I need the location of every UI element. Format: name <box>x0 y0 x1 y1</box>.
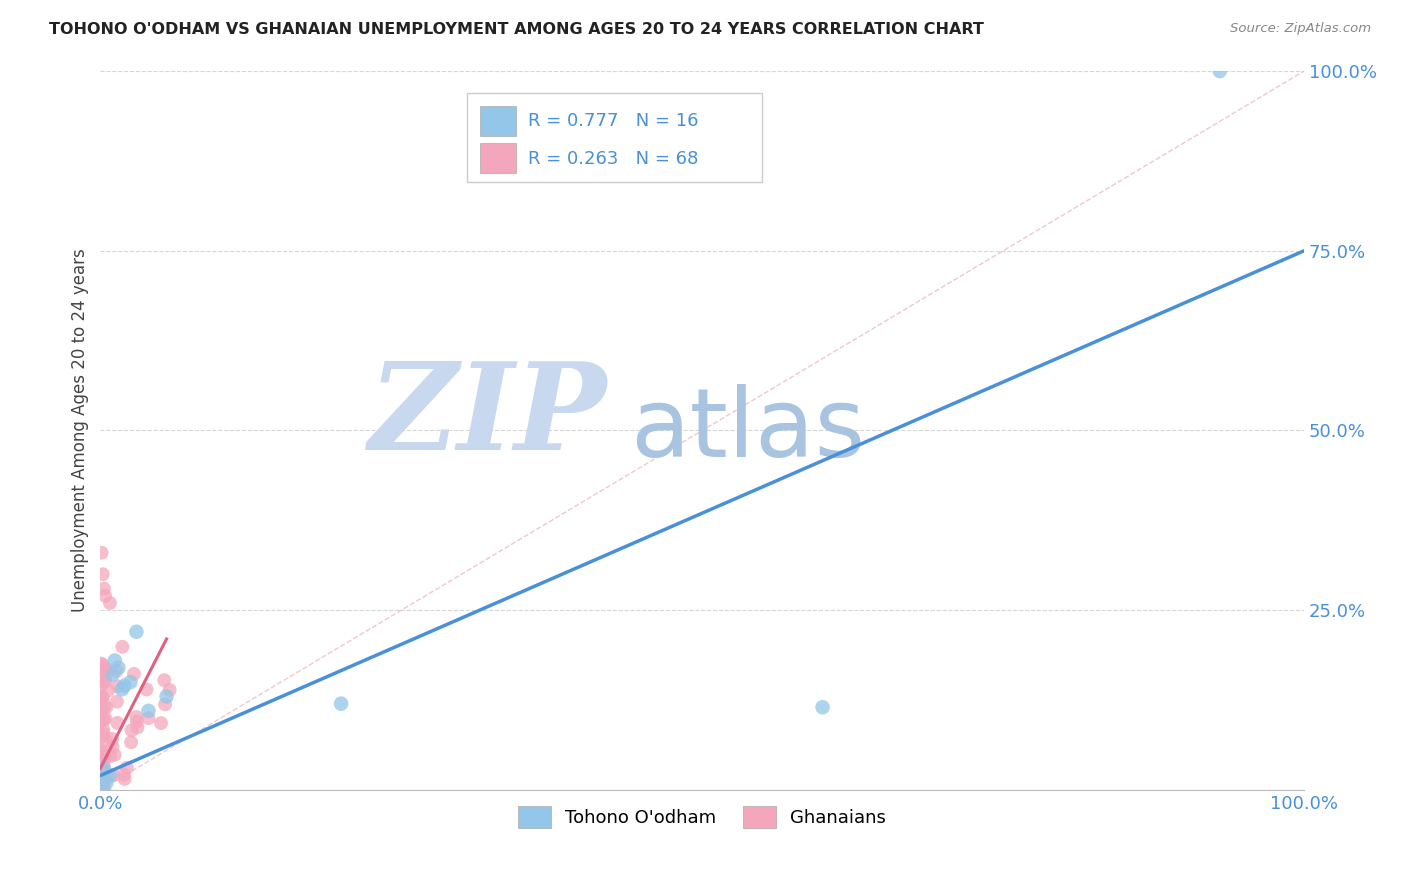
Point <box>90 546 112 560</box>
Legend: Tohono O'odham, Ghanaians: Tohono O'odham, Ghanaians <box>510 798 893 835</box>
Point <box>90 743 112 757</box>
Point <box>93 761 115 775</box>
Point <box>153 698 176 712</box>
Point <box>105 695 128 709</box>
Point <box>104 747 127 762</box>
Point <box>90 665 112 679</box>
Point <box>101 768 124 782</box>
Point <box>112 767 135 781</box>
Point <box>94 674 117 689</box>
Point <box>94 663 117 677</box>
Point <box>96 775 118 789</box>
Point <box>811 700 834 714</box>
Point <box>114 772 136 786</box>
Point <box>135 682 157 697</box>
Text: R = 0.777   N = 16: R = 0.777 N = 16 <box>527 112 699 129</box>
Point <box>96 768 118 782</box>
Point <box>91 666 114 681</box>
Text: Source: ZipAtlas.com: Source: ZipAtlas.com <box>1230 22 1371 36</box>
Point <box>112 679 135 693</box>
Text: atlas: atlas <box>630 384 865 477</box>
Point <box>94 673 117 687</box>
Point <box>107 661 129 675</box>
Point <box>122 667 145 681</box>
Point <box>115 761 138 775</box>
Point <box>97 683 120 698</box>
Point <box>93 782 115 797</box>
Point <box>94 772 117 787</box>
Y-axis label: Unemployment Among Ages 20 to 24 years: Unemployment Among Ages 20 to 24 years <box>72 249 89 613</box>
Point <box>91 691 114 706</box>
Point <box>90 714 112 729</box>
FancyBboxPatch shape <box>467 93 762 183</box>
Point <box>93 699 115 714</box>
Point <box>1209 64 1232 78</box>
Point <box>93 756 115 771</box>
Point <box>98 768 121 782</box>
Point <box>91 690 114 705</box>
Point <box>89 679 111 693</box>
Point <box>94 661 117 675</box>
Point <box>93 727 115 741</box>
Point <box>138 711 160 725</box>
FancyBboxPatch shape <box>479 105 516 136</box>
Text: R = 0.263   N = 68: R = 0.263 N = 68 <box>527 150 697 168</box>
Point <box>120 675 142 690</box>
Point <box>93 582 115 596</box>
Point <box>138 704 160 718</box>
Point <box>121 723 143 738</box>
Point <box>107 679 129 693</box>
Point <box>155 690 177 704</box>
Point <box>91 567 114 582</box>
Point <box>94 589 117 603</box>
Point <box>96 734 118 748</box>
Point <box>96 665 118 679</box>
Point <box>159 682 181 697</box>
Point <box>90 700 112 714</box>
Point <box>120 735 142 749</box>
Point <box>90 657 112 671</box>
Text: TOHONO O'ODHAM VS GHANAIAN UNEMPLOYMENT AMONG AGES 20 TO 24 YEARS CORRELATION CH: TOHONO O'ODHAM VS GHANAIAN UNEMPLOYMENT … <box>49 22 984 37</box>
FancyBboxPatch shape <box>479 143 516 173</box>
Point <box>111 682 134 697</box>
Point <box>104 653 127 667</box>
Point <box>101 731 124 746</box>
Point <box>107 716 129 731</box>
Point <box>90 674 112 689</box>
Text: ZIP: ZIP <box>367 357 606 475</box>
Point <box>125 714 148 729</box>
Point <box>98 749 121 764</box>
Point <box>94 750 117 764</box>
Point <box>90 761 112 775</box>
Point <box>330 697 353 711</box>
Point <box>150 716 173 731</box>
Point <box>90 756 112 771</box>
Point <box>91 712 114 726</box>
Point <box>90 745 112 759</box>
Point <box>125 710 148 724</box>
Point <box>101 739 124 754</box>
Point <box>111 640 134 654</box>
Point <box>125 624 148 639</box>
Point <box>105 664 128 678</box>
Point <box>153 673 176 688</box>
Point <box>91 780 114 794</box>
Point <box>127 721 149 735</box>
Point <box>93 713 115 727</box>
Point <box>94 748 117 763</box>
Point <box>91 723 114 737</box>
Point <box>98 596 121 610</box>
Point <box>101 668 124 682</box>
Point <box>91 777 114 791</box>
Point <box>94 711 117 725</box>
Point <box>96 700 118 714</box>
Point <box>91 657 114 672</box>
Point <box>90 730 112 744</box>
Point <box>91 762 114 776</box>
Point <box>90 690 112 704</box>
